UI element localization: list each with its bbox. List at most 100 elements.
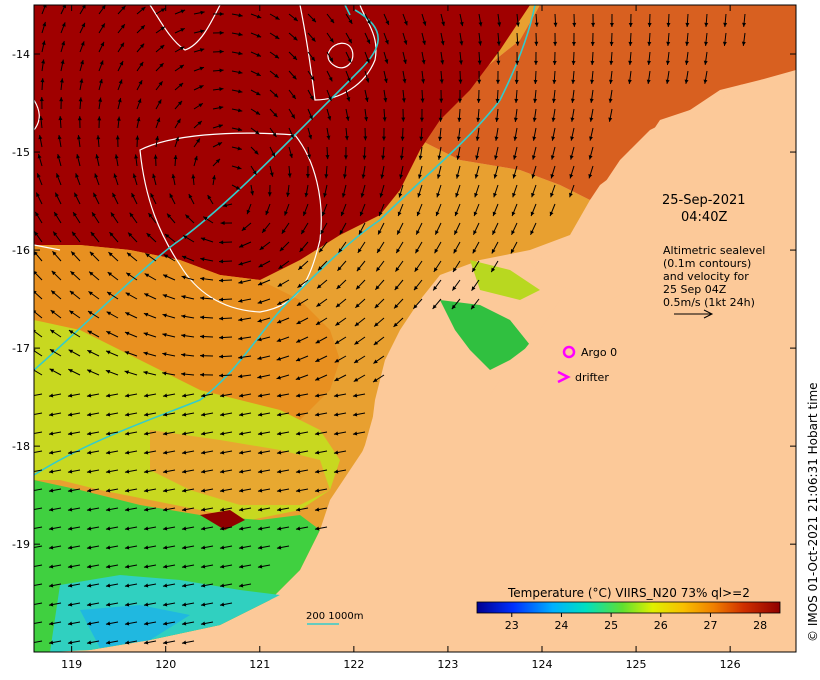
velocity-arrow-head <box>393 322 398 327</box>
velocity-arrow-head <box>162 526 168 531</box>
velocity-arrow-head <box>401 98 406 103</box>
velocity-arrow-head <box>124 602 130 607</box>
lon-tick-label: 122 <box>343 658 364 671</box>
velocity-arrow-head <box>366 19 371 25</box>
velocity-arrow-head <box>86 640 92 645</box>
velocity-arrow-head <box>291 94 296 99</box>
velocity-arrow-head <box>382 117 387 122</box>
velocity-arrow-head <box>257 374 262 379</box>
velocity-arrow-head <box>381 155 386 160</box>
velocity-arrow-head <box>93 192 97 198</box>
velocity-arrow-head <box>238 488 244 493</box>
velocity-arrow-head <box>495 98 500 103</box>
velocity-arrow-head <box>395 267 400 272</box>
velocity-arrow-head <box>238 374 243 379</box>
velocity-arrow-head <box>181 545 187 550</box>
velocity-arrow-head <box>67 640 73 645</box>
velocity-arrow-head <box>68 349 74 354</box>
velocity-arrow-head <box>34 270 38 275</box>
velocity-arrow-head <box>252 170 257 175</box>
velocity-arrow-head <box>181 352 186 357</box>
velocity-arrow-head <box>143 583 149 588</box>
velocity-arrow-head <box>330 18 335 24</box>
velocity-arrow-head <box>105 640 111 645</box>
velocity-arrow-head <box>163 274 168 279</box>
velocity-arrow-head <box>666 41 671 46</box>
colorbar-gradient <box>476 601 781 614</box>
velocity-arrow <box>34 526 43 530</box>
velocity-arrow-head <box>273 112 278 118</box>
velocity-arrow-head <box>48 545 54 550</box>
velocity-arrow-head <box>86 450 92 455</box>
velocity-arrow-head <box>399 155 404 160</box>
velocity-arrow-head <box>200 353 205 358</box>
velocity-arrow-head <box>48 412 54 417</box>
velocity-arrow-head <box>106 331 111 335</box>
velocity-arrow-head <box>105 602 111 607</box>
velocity-arrow-head <box>67 431 73 436</box>
velocity-arrow-head <box>295 393 301 398</box>
velocity-arrow-head <box>418 155 423 160</box>
velocity-arrow-head <box>119 61 124 66</box>
velocity-arrow-head <box>317 284 322 289</box>
velocity-arrow-head <box>276 488 282 493</box>
velocity-arrow-head <box>124 370 130 375</box>
velocity-arrow-head <box>551 98 556 103</box>
velocity-arrow-head <box>276 375 281 380</box>
velocity-arrow-head <box>378 211 383 217</box>
velocity-arrow-head <box>276 356 282 361</box>
velocity-arrow-head <box>162 332 167 337</box>
velocity-arrow-head <box>238 51 243 56</box>
velocity-arrow-head <box>162 507 168 512</box>
velocity-arrow-head <box>105 369 111 374</box>
velocity-arrow-head <box>608 79 613 84</box>
velocity-arrow-head <box>48 431 54 436</box>
velocity-arrow-head <box>274 35 280 39</box>
colorbar-tick-label: 25 <box>604 619 618 632</box>
velocity-arrow-head <box>237 165 242 170</box>
velocity-arrow-head <box>399 174 404 179</box>
velocity-arrow-head <box>181 640 187 645</box>
velocity-arrow-head <box>181 602 187 607</box>
velocity-arrow-head <box>472 267 476 273</box>
velocity-arrow-head <box>200 393 206 398</box>
velocity-arrow-head <box>704 41 709 46</box>
velocity-arrow-head <box>433 286 438 291</box>
velocity-arrow-head <box>742 22 747 27</box>
velocity-arrow-head <box>570 117 575 122</box>
velocity-arrow-head <box>105 583 111 588</box>
argo-label: Argo 0 <box>581 346 617 359</box>
velocity-arrow-head <box>314 526 320 531</box>
velocity-arrow-head <box>181 314 186 319</box>
velocity-arrow-head <box>92 212 96 217</box>
velocity-arrow-head <box>319 247 324 253</box>
velocity-arrow-head <box>199 85 204 89</box>
velocity-arrow-head <box>454 211 459 217</box>
velocity-arrow-head <box>89 251 95 257</box>
velocity-arrow-head <box>70 271 75 276</box>
velocity-arrow-head <box>257 450 263 455</box>
velocity-arrow-head <box>157 99 162 104</box>
velocity-arrow-head <box>180 28 185 32</box>
velocity-arrow-head <box>256 33 262 38</box>
velocity-arrow-head <box>153 154 158 159</box>
velocity-arrow-head <box>292 75 297 80</box>
velocity-arrow-head <box>41 40 46 45</box>
velocity-arrow-head <box>200 257 205 262</box>
kimberley-land <box>90 70 796 652</box>
velocity-arrow-head <box>414 267 419 272</box>
velocity-arrow-head <box>416 230 420 235</box>
velocity-arrow-head <box>125 312 130 316</box>
velocity-arrow-head <box>495 79 500 84</box>
velocity-arrow-head <box>723 22 728 27</box>
velocity-arrow-head <box>241 226 247 231</box>
velocity-arrow-head <box>453 248 458 254</box>
lat-tick-label: -15 <box>12 146 30 159</box>
velocity-arrow-head <box>278 264 283 269</box>
velocity-arrow-head <box>329 57 333 62</box>
velocity-arrow-head <box>314 488 320 493</box>
velocity-arrow-head <box>380 174 385 179</box>
velocity-arrow-head <box>308 134 313 140</box>
velocity-arrow-head <box>628 60 633 65</box>
velocity-arrow-head <box>107 291 112 296</box>
